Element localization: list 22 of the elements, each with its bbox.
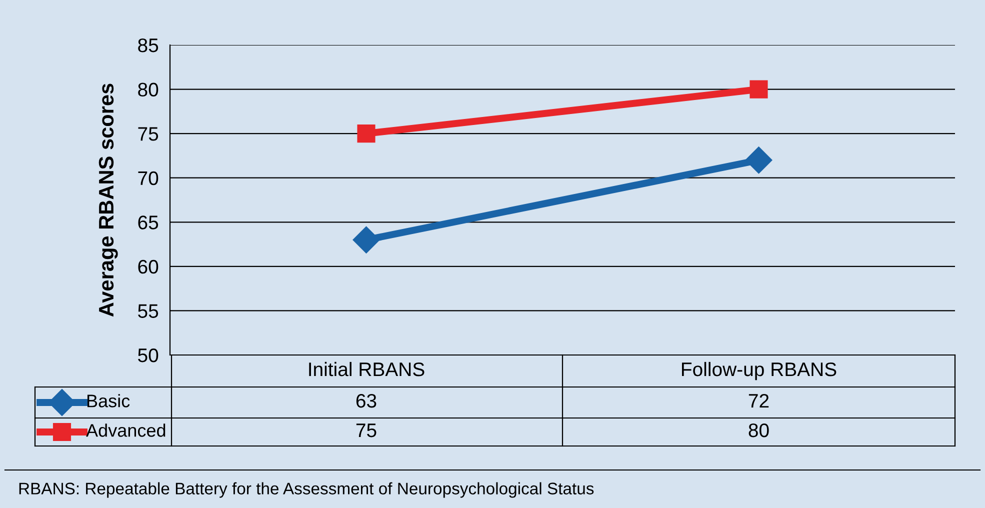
y-axis-title: Average RBANS scores — [98, 84, 118, 317]
y-tick-label: 55 — [138, 304, 158, 318]
legend-label: Basic — [87, 394, 130, 408]
data-label: 80 — [748, 423, 769, 438]
y-tick-label: 85 — [138, 38, 158, 52]
point — [352, 226, 380, 254]
y-tick-label: 75 — [138, 127, 158, 141]
data-label: 75 — [356, 424, 376, 438]
x-tick-label: Initial RBANS — [309, 362, 424, 376]
y-tick-label: 60 — [138, 260, 158, 274]
point — [357, 124, 376, 143]
data-label: 63 — [356, 394, 376, 408]
point — [750, 80, 768, 98]
x-tick-label: Follow-up RBANS — [682, 362, 836, 380]
y-tick-label: 80 — [138, 82, 158, 97]
y-tick-label: 50 — [138, 348, 158, 362]
text: RBANS: Repeatable Battery for the Assessment of Neuropsychological Status — [19, 482, 594, 498]
y-tick-label: 65 — [138, 216, 158, 230]
legend-label: Advanced — [86, 424, 166, 437]
data-label: 72 — [748, 394, 769, 408]
y-tick-label: 70 — [138, 171, 158, 186]
point — [745, 146, 772, 174]
